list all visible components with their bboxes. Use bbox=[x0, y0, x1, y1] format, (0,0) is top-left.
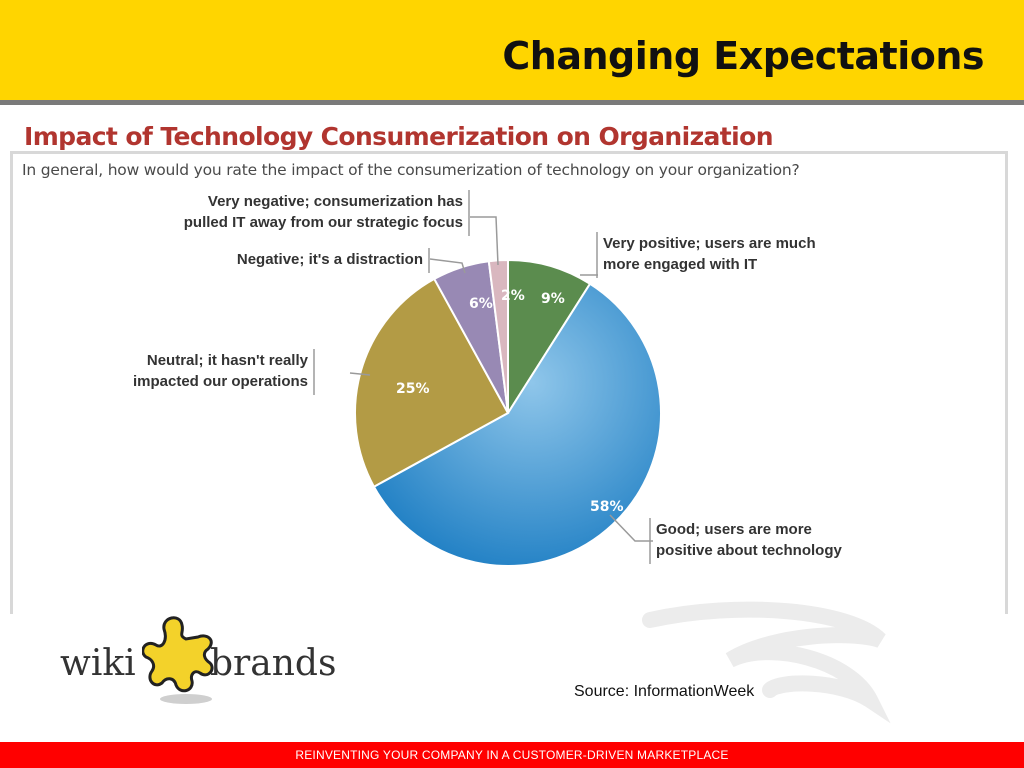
value-label-very-positive: 9% bbox=[541, 291, 565, 307]
decorative-swoosh bbox=[642, 601, 891, 724]
category-label-very-negative: Very negative; consumerization has pulled… bbox=[184, 193, 463, 231]
title-bar: Changing Expectations bbox=[0, 0, 1024, 105]
footer-text: REINVENTING YOUR COMPANY IN A CUSTOMER-D… bbox=[295, 748, 729, 762]
pie-chart: 9% Very positive; users are much more enga… bbox=[133, 190, 843, 567]
value-label-good: 58% bbox=[590, 499, 624, 515]
leader-line-negative bbox=[429, 258, 466, 274]
category-label-neutral: Neutral; it hasn't really impacted our op… bbox=[133, 352, 309, 390]
leader-line-good bbox=[609, 514, 653, 542]
pie-slice-good bbox=[372, 282, 662, 567]
category-label-negative: Negative; it's a distraction bbox=[237, 251, 423, 268]
logo-word-wiki: wiki bbox=[60, 643, 136, 684]
puzzle-piece-icon bbox=[142, 616, 214, 704]
source-caption: Source: InformationWeek bbox=[574, 683, 755, 700]
slide-title: Changing Expectations bbox=[502, 34, 984, 78]
leader-line-very-negative bbox=[470, 216, 499, 266]
wikibrands-logo: wiki brands bbox=[60, 615, 350, 715]
value-label-negative: 6% bbox=[469, 296, 493, 312]
chart-subtitle: In general, how would you rate the impac… bbox=[22, 161, 800, 179]
category-label-very-positive: Very positive; users are much more engage… bbox=[603, 235, 816, 273]
leader-line-neutral bbox=[349, 372, 371, 376]
category-label-good: Good; users are more positive about techn… bbox=[656, 521, 843, 559]
chart-frame bbox=[10, 151, 1008, 614]
value-label-very-negative: 2% bbox=[501, 288, 525, 304]
pie-slice-neutral bbox=[354, 277, 510, 489]
pie-slice-very-positive bbox=[507, 258, 592, 417]
chart-figure: Impact of Technology Consumerization on … bbox=[10, 113, 1010, 614]
logo-word-brands: brands bbox=[210, 643, 337, 684]
value-label-neutral: 25% bbox=[396, 381, 430, 397]
chart-title: Impact of Technology Consumerization on … bbox=[24, 122, 774, 151]
footer-bar: REINVENTING YOUR COMPANY IN A CUSTOMER-D… bbox=[0, 742, 1024, 768]
